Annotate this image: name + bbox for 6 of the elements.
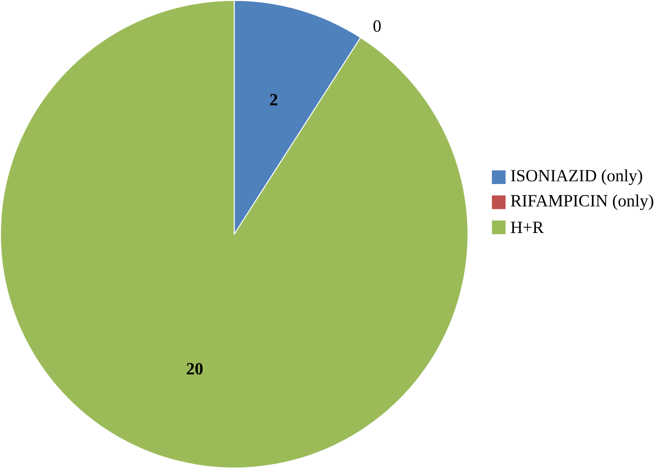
legend-label: ISONIAZID (only) — [510, 169, 642, 185]
data-label: 20 — [186, 362, 203, 374]
data-label: 2 — [270, 94, 278, 106]
legend-label: H+R — [510, 222, 544, 233]
text: 0 — [373, 20, 381, 32]
legend-label: RIFAMPICIN (only) — [510, 194, 654, 210]
